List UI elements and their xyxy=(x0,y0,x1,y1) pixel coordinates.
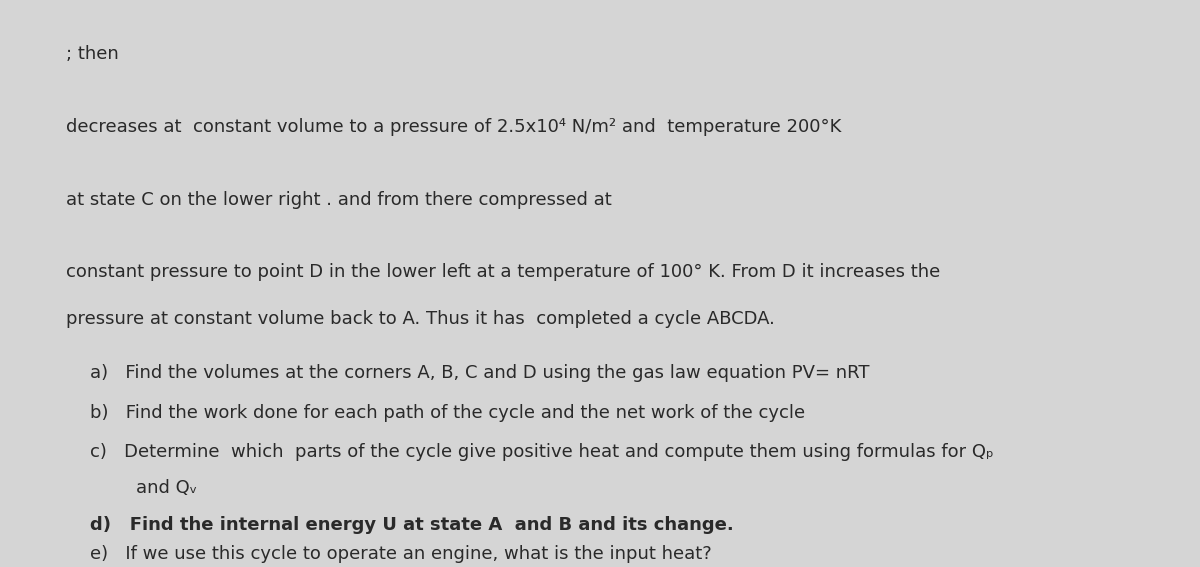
Text: c)   Determine  which  parts of the cycle give positive heat and compute them us: c) Determine which parts of the cycle gi… xyxy=(90,443,994,462)
Text: at state C on the lower right . and from there compressed at: at state C on the lower right . and from… xyxy=(66,191,612,209)
Text: a)   Find the volumes at the corners A, B, C and D using the gas law equation PV: a) Find the volumes at the corners A, B,… xyxy=(90,364,870,382)
Text: b)   Find the work done for each path of the cycle and the net work of the cycle: b) Find the work done for each path of t… xyxy=(90,404,805,422)
Text: and Qᵥ: and Qᵥ xyxy=(90,479,197,497)
Text: ; then: ; then xyxy=(66,45,119,64)
Text: d)   Find the internal energy U at state A  and B and its change.: d) Find the internal energy U at state A… xyxy=(90,516,733,534)
Text: decreases at  constant volume to a pressure of 2.5x10⁴ N/m² and  temperature 200: decreases at constant volume to a pressu… xyxy=(66,118,841,136)
Text: e)   If we use this cycle to operate an engine, what is the input heat?: e) If we use this cycle to operate an en… xyxy=(90,545,712,564)
Text: constant pressure to point D in the lower left at a temperature of 100° K. From : constant pressure to point D in the lowe… xyxy=(66,263,941,281)
Text: pressure at constant volume back to A. Thus it has  completed a cycle ABCDA.: pressure at constant volume back to A. T… xyxy=(66,310,775,328)
